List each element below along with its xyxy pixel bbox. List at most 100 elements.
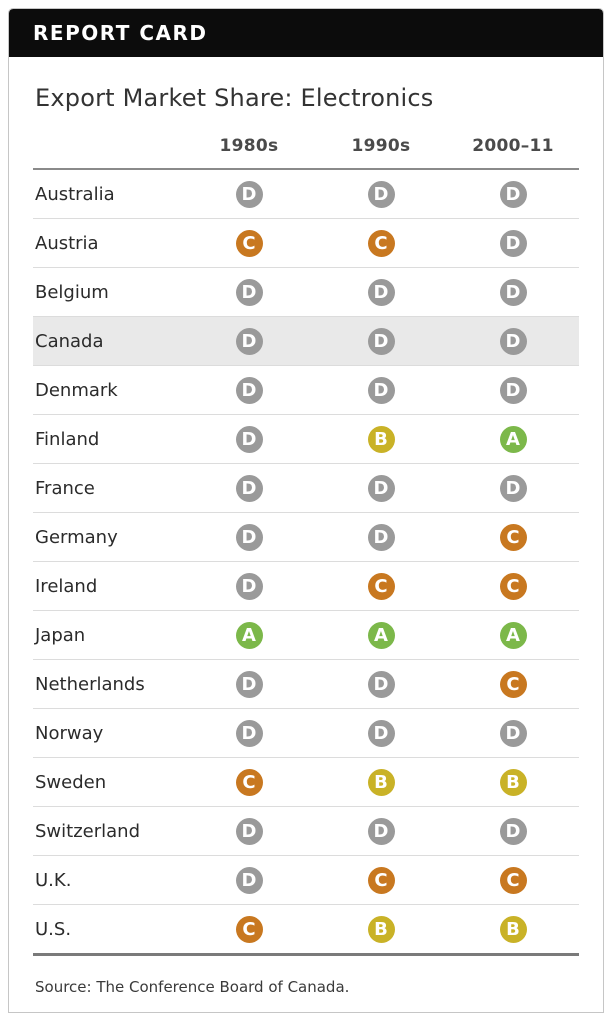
table-row-australia: Australia D D D — [33, 170, 579, 219]
grade-badge-d: D — [499, 474, 527, 502]
grade-cell: C — [447, 572, 579, 600]
grade-badge-b: B — [499, 915, 527, 943]
grade-badge-d: D — [235, 572, 263, 600]
column-header-2: 2000–11 — [472, 136, 554, 156]
country-label: U.K. — [35, 869, 72, 891]
country-label: Australia — [35, 183, 115, 205]
country-label: France — [35, 477, 95, 499]
grade-cell: B — [447, 768, 579, 796]
table-row-ireland: Ireland D C C — [33, 562, 579, 611]
country-label: Netherlands — [35, 673, 145, 695]
grade-badge-c: C — [235, 915, 263, 943]
grade-cell: D — [183, 376, 315, 404]
report-card: REPORT CARD Export Market Share: Electro… — [8, 8, 604, 1013]
grade-cell: C — [447, 866, 579, 894]
report-card-header: REPORT CARD — [9, 9, 603, 57]
grade-badge-d: D — [367, 817, 395, 845]
table-row-belgium: Belgium D D D — [33, 268, 579, 317]
grade-cell: D — [315, 278, 447, 306]
table-row-switzerland: Switzerland D D D — [33, 807, 579, 856]
grade-badge-d: D — [499, 229, 527, 257]
grade-cell: A — [183, 621, 315, 649]
grade-cell: D — [183, 866, 315, 894]
grade-badge-d: D — [499, 278, 527, 306]
grade-cell: D — [447, 229, 579, 257]
grade-cell: C — [183, 229, 315, 257]
table-row-uk: U.K. D C C — [33, 856, 579, 905]
grade-badge-d: D — [235, 425, 263, 453]
grade-badge-c: C — [367, 572, 395, 600]
grade-cell: D — [447, 719, 579, 747]
grade-badge-d: D — [367, 376, 395, 404]
table-row-germany: Germany D D C — [33, 513, 579, 562]
table-row-france: France D D D — [33, 464, 579, 513]
grade-badge-c: C — [367, 866, 395, 894]
grade-cell: D — [183, 327, 315, 355]
grade-badge-a: A — [499, 425, 527, 453]
country-label: Austria — [35, 232, 99, 254]
grade-cell: B — [315, 768, 447, 796]
grade-badge-d: D — [367, 719, 395, 747]
grade-cell: B — [315, 915, 447, 943]
column-header-1: 1990s — [351, 136, 411, 156]
grade-badge-d: D — [367, 278, 395, 306]
country-label: Sweden — [35, 771, 107, 793]
table-row-canada: Canada D D D — [33, 317, 579, 366]
table-row-netherlands: Netherlands D D C — [33, 660, 579, 709]
grade-badge-c: C — [235, 768, 263, 796]
grade-cell: D — [183, 180, 315, 208]
grade-cell: B — [315, 425, 447, 453]
grade-badge-d: D — [499, 817, 527, 845]
grade-cell: D — [315, 817, 447, 845]
table-row-norway: Norway D D D — [33, 709, 579, 758]
grade-cell: D — [447, 278, 579, 306]
grade-badge-b: B — [367, 425, 395, 453]
grade-badge-a: A — [367, 621, 395, 649]
country-label: Finland — [35, 428, 100, 450]
grade-badge-a: A — [499, 621, 527, 649]
grade-badge-d: D — [499, 719, 527, 747]
source-note: Source: The Conference Board of Canada. — [35, 978, 350, 996]
grade-cell: A — [447, 425, 579, 453]
grade-badge-d: D — [235, 817, 263, 845]
grade-cell: D — [183, 572, 315, 600]
grade-cell: C — [447, 523, 579, 551]
grade-cell: D — [447, 376, 579, 404]
grade-cell: D — [183, 523, 315, 551]
grade-badge-d: D — [499, 180, 527, 208]
grade-badge-d: D — [499, 376, 527, 404]
grade-badge-c: C — [499, 670, 527, 698]
grade-badge-d: D — [235, 866, 263, 894]
country-label: Canada — [35, 330, 104, 352]
grade-cell: D — [183, 817, 315, 845]
grade-cell: C — [447, 670, 579, 698]
country-label: Denmark — [35, 379, 118, 401]
table-row-us: U.S. C B B — [33, 905, 579, 956]
country-label: Switzerland — [35, 820, 140, 842]
grade-cell: D — [183, 719, 315, 747]
table-row-denmark: Denmark D D D — [33, 366, 579, 415]
column-header-0: 1980s — [219, 136, 279, 156]
table-row-sweden: Sweden C B B — [33, 758, 579, 807]
country-label: Germany — [35, 526, 118, 548]
grade-cell: D — [315, 180, 447, 208]
table-row-japan: Japan A A A — [33, 611, 579, 660]
grade-cell: C — [315, 229, 447, 257]
grade-cell: D — [447, 180, 579, 208]
grade-cell: D — [315, 523, 447, 551]
report-card-header-title: REPORT CARD — [33, 21, 208, 45]
grade-badge-d: D — [235, 180, 263, 208]
country-label: Ireland — [35, 575, 98, 597]
grade-cell: A — [447, 621, 579, 649]
grade-badge-d: D — [235, 523, 263, 551]
country-label: Belgium — [35, 281, 109, 303]
grade-badge-d: D — [235, 278, 263, 306]
grade-badge-d: D — [235, 474, 263, 502]
grade-cell: D — [183, 474, 315, 502]
grade-badge-d: D — [235, 719, 263, 747]
grade-cell: C — [315, 572, 447, 600]
grade-cell: D — [315, 327, 447, 355]
grade-cell: D — [315, 474, 447, 502]
grade-badge-d: D — [367, 523, 395, 551]
grade-cell: C — [183, 768, 315, 796]
